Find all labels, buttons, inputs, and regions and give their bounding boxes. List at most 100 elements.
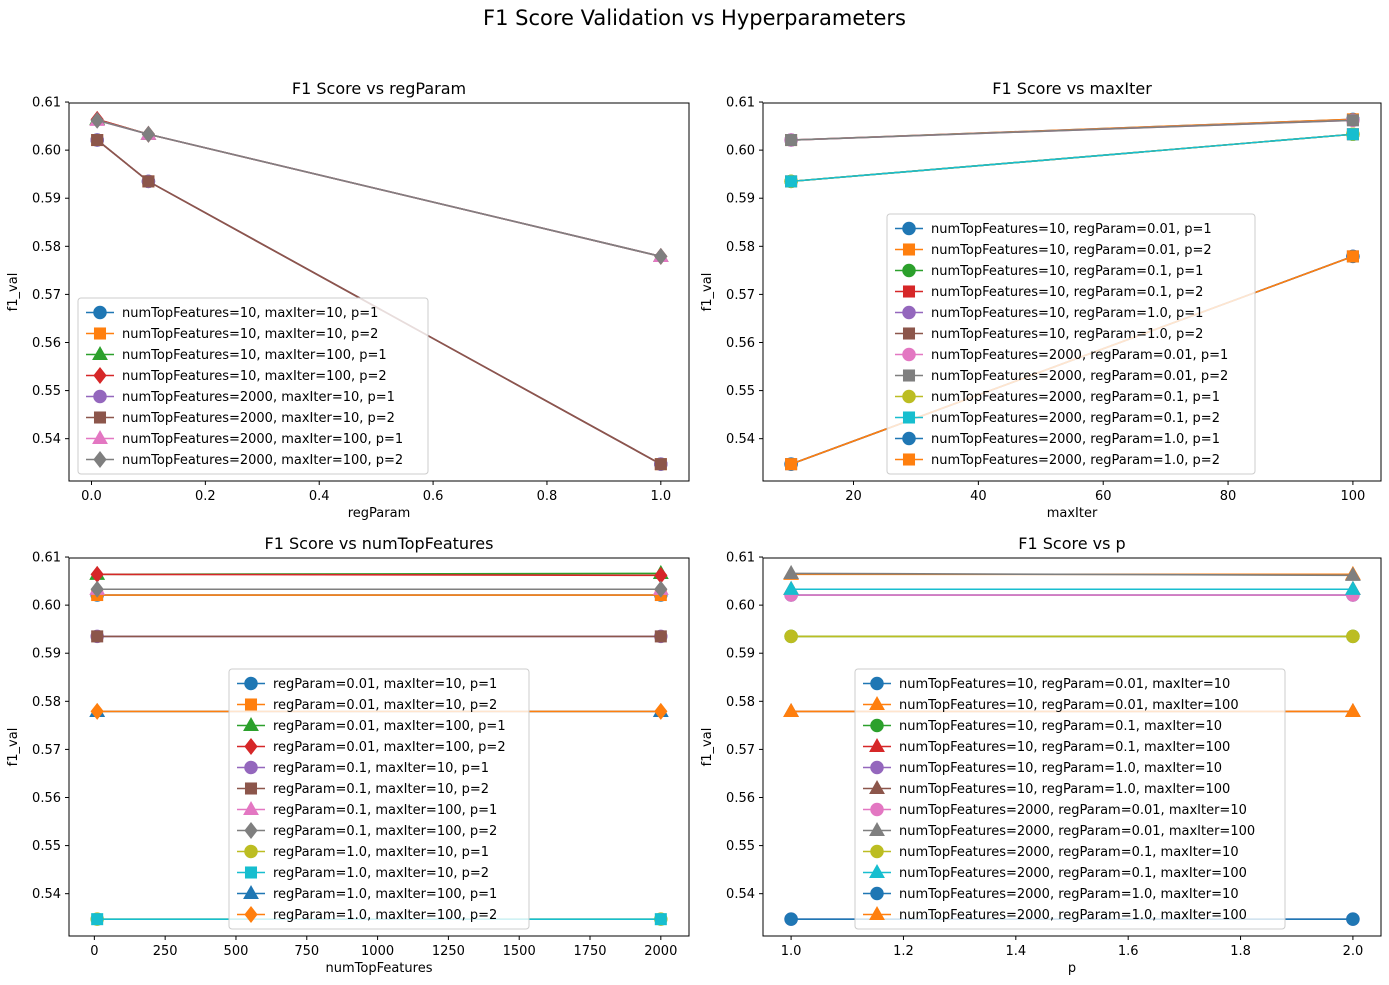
y-tick-label: 0.57 — [726, 743, 755, 758]
data-point — [654, 247, 668, 265]
data-point — [783, 702, 800, 717]
data-point — [1346, 114, 1359, 127]
legend-label: numTopFeatures=10, regParam=1.0, p=2 — [931, 327, 1203, 342]
data-point — [141, 125, 156, 143]
y-tick-label: 0.58 — [32, 240, 61, 255]
data-point — [1346, 629, 1360, 644]
x-tick-label: 1.0 — [781, 944, 802, 959]
legend-label: numTopFeatures=10, maxIter=10, p=2 — [122, 327, 378, 342]
legend-marker — [869, 822, 885, 837]
y-tick-label: 0.60 — [726, 144, 755, 159]
y-tick-label: 0.58 — [32, 695, 61, 710]
legend-label: numTopFeatures=2000, regParam=0.01, maxI… — [899, 824, 1255, 839]
data-point — [1346, 250, 1359, 263]
legend-box — [228, 668, 530, 930]
y-tick-label: 0.61 — [32, 551, 61, 566]
legend-entry: numTopFeatures=2000, maxIter=100, p=1 — [86, 430, 403, 447]
subplot-p: F1 Score vs p 1.0 1.2 1.4 1.6 1.8 2.0 0.54 0.55 0… — [700, 534, 1382, 976]
x-tick-label: 500 — [224, 944, 249, 959]
legend-entry: numTopFeatures=10, regParam=0.01, p=2 — [895, 243, 1212, 258]
y-tick-label: 0.56 — [726, 336, 755, 351]
axes-frame — [762, 557, 1382, 937]
legend-label: numTopFeatures=2000, maxIter=100, p=1 — [122, 432, 403, 447]
legend-label: regParam=0.1, maxIter=100, p=1 — [273, 803, 497, 818]
legend-entry: regParam=1.0, maxIter=100, p=1 — [237, 885, 497, 902]
legend-marker — [902, 263, 916, 278]
legend-entry: numTopFeatures=10, regParam=0.1, maxIter… — [863, 738, 1230, 755]
series-numtopfeatures-2000-regparam-0-1-maxiter-10 — [784, 629, 1360, 644]
legend-marker — [870, 718, 884, 733]
legend-entry: regParam=0.1, maxIter=100, p=1 — [237, 801, 497, 818]
x-tick-label: 2.0 — [1343, 944, 1364, 959]
x-tick-label: 750 — [294, 944, 319, 959]
legend-label: regParam=0.1, maxIter=10, p=2 — [273, 782, 489, 797]
y-tick-label: 0.57 — [32, 288, 61, 303]
legend-marker — [869, 738, 885, 753]
y-tick-label: 0.55 — [726, 839, 755, 854]
legend-marker — [244, 844, 258, 859]
legend-marker — [869, 780, 885, 795]
legend-marker — [870, 886, 884, 901]
legend-label: numTopFeatures=10, maxIter=10, p=1 — [122, 306, 378, 321]
series-group — [784, 112, 1360, 471]
series-numtopfeatures-2000-regparam-0-01-p-2 — [785, 114, 1359, 147]
legend-label: regParam=1.0, maxIter=10, p=1 — [273, 845, 489, 860]
legend-entry: numTopFeatures=10, regParam=0.01, maxIte… — [863, 676, 1230, 692]
legend-marker — [92, 346, 108, 361]
x-tick-label: 1.4 — [1005, 944, 1026, 959]
legend-box — [854, 668, 1286, 930]
legend-entry: numTopFeatures=2000, regParam=0.1, p=1 — [895, 389, 1220, 405]
x-tick-label: 1250 — [432, 944, 465, 959]
legend-marker — [243, 885, 259, 900]
legend-entry: numTopFeatures=10, regParam=0.1, p=1 — [895, 263, 1203, 279]
data-point — [1346, 912, 1360, 926]
y-tick-label: 0.54 — [32, 887, 61, 902]
legend-marker — [870, 676, 884, 691]
legend-entry: numTopFeatures=10, regParam=0.1, p=2 — [895, 285, 1203, 300]
legend-marker — [243, 801, 259, 816]
x-tick-label: 1.2 — [893, 944, 914, 959]
data-point — [90, 580, 104, 598]
legend-entry: regParam=0.01, maxIter=100, p=1 — [237, 717, 506, 734]
x-tick-label: 1750 — [573, 944, 606, 959]
x-tick-label: 1.0 — [650, 489, 671, 504]
data-point — [654, 630, 667, 643]
legend-entry: regParam=0.1, maxIter=10, p=1 — [237, 760, 489, 776]
subplot-maxiter: F1 Score vs maxIter 20 40 60 80 100 0.54 0.55 0.… — [700, 79, 1382, 521]
legend-entry: numTopFeatures=2000, regParam=0.01, p=1 — [895, 347, 1228, 363]
y-tick-label: 0.57 — [726, 288, 755, 303]
legend-label: numTopFeatures=10, regParam=0.1, p=2 — [931, 285, 1203, 300]
legend-marker — [93, 327, 107, 340]
legend: regParam=0.01, maxIter=10, p=1 regParam=0… — [228, 668, 530, 930]
x-tick-label: 0.6 — [423, 489, 444, 504]
y-tick-label: 0.60 — [32, 599, 61, 614]
y-axis-label: f1_val — [700, 273, 715, 312]
legend-entry: numTopFeatures=2000, regParam=0.01, p=2 — [895, 369, 1228, 384]
legend-marker — [244, 760, 258, 775]
subplot-title: F1 Score vs numTopFeatures — [265, 534, 494, 553]
legend-entry: numTopFeatures=10, maxIter=10, p=1 — [86, 305, 378, 321]
legend: numTopFeatures=10, regParam=0.01, maxIte… — [854, 668, 1286, 930]
legend-entry: regParam=1.0, maxIter=10, p=2 — [237, 866, 489, 881]
x-tick-label: 100 — [1340, 489, 1365, 504]
legend-marker — [244, 906, 258, 923]
y-tick-label: 0.61 — [726, 96, 755, 111]
series-regparam-0-1-maxiter-100-p-2 — [90, 580, 668, 598]
legend-marker — [869, 864, 885, 879]
x-axis-label: p — [1068, 961, 1076, 976]
y-tick-label: 0.56 — [726, 791, 755, 806]
y-tick-label: 0.55 — [32, 839, 61, 854]
legend-label: regParam=0.01, maxIter=10, p=2 — [273, 698, 497, 713]
x-tick-label: 60 — [1095, 489, 1112, 504]
legend-entry: numTopFeatures=10, regParam=1.0, maxIter… — [863, 780, 1230, 797]
legend-label: numTopFeatures=2000, regParam=1.0, p=2 — [931, 453, 1220, 468]
series-numtopfeatures-2000-regparam-0-1-p-2 — [785, 128, 1359, 188]
data-point — [1344, 580, 1361, 595]
legend-label: numTopFeatures=10, maxIter=100, p=2 — [122, 369, 387, 384]
legend-entry: numTopFeatures=2000, maxIter=100, p=2 — [86, 451, 403, 468]
legend-marker — [902, 389, 916, 404]
data-point — [90, 702, 104, 720]
x-axis-label: regParam — [348, 506, 411, 521]
legend-entry: numTopFeatures=2000, regParam=1.0, maxIt… — [863, 906, 1247, 923]
data-point — [91, 134, 104, 147]
